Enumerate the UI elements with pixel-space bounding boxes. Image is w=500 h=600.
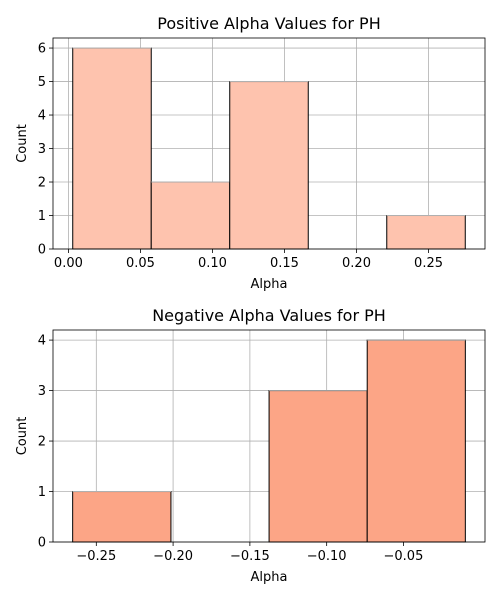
x-axis-label: Alpha bbox=[251, 570, 288, 585]
axes-frame bbox=[52, 37, 486, 250]
histogram-bar bbox=[268, 390, 368, 543]
y-axis-label: Count bbox=[15, 417, 30, 456]
histogram-bar bbox=[72, 47, 152, 250]
y-tick-label: 5 bbox=[38, 75, 46, 90]
x-tick-label: 0.05 bbox=[126, 256, 155, 271]
y-tick-label: 3 bbox=[38, 142, 46, 157]
x-tick-label: 0.10 bbox=[198, 256, 227, 271]
x-tick-label: −0.20 bbox=[153, 549, 193, 564]
histogram-bar bbox=[72, 491, 172, 543]
histogram-bar bbox=[150, 181, 231, 250]
x-tick-label: 0.00 bbox=[54, 256, 83, 271]
x-tick-label: 0.25 bbox=[414, 256, 443, 271]
chart-title: Negative Alpha Values for PH bbox=[152, 306, 386, 325]
x-tick-label: 0.15 bbox=[270, 256, 299, 271]
x-tick-label: −0.10 bbox=[307, 549, 347, 564]
y-tick-label: 4 bbox=[38, 334, 46, 349]
positive-alpha-histogram: 0.00 0.05 0.10 0.15 0.20 0.25 0 1 2 3 4 5 6 Alpha Coun… bbox=[15, 14, 486, 292]
histogram-bar bbox=[386, 215, 466, 250]
x-tick-label: 0.20 bbox=[342, 256, 371, 271]
y-tick-label: 4 bbox=[38, 109, 46, 124]
x-axis-label: Alpha bbox=[251, 277, 288, 292]
y-tick-label: 1 bbox=[38, 209, 46, 224]
y-tick-label: 6 bbox=[38, 42, 46, 57]
y-tick-label: 2 bbox=[38, 176, 46, 191]
histogram-bar bbox=[229, 81, 309, 250]
y-tick-label: 0 bbox=[38, 243, 46, 258]
y-tick-label: 1 bbox=[38, 485, 46, 500]
axes-frame bbox=[52, 329, 486, 543]
chart-title: Positive Alpha Values for PH bbox=[157, 14, 380, 33]
y-tick-label: 3 bbox=[38, 384, 46, 399]
y-axis-label: Count bbox=[15, 124, 30, 163]
y-tick-label: 2 bbox=[38, 435, 46, 450]
x-tick-label: −0.05 bbox=[384, 549, 424, 564]
x-tick-label: −0.15 bbox=[230, 549, 270, 564]
x-tick-label: −0.25 bbox=[76, 549, 116, 564]
y-tick-label: 0 bbox=[38, 536, 46, 551]
histogram-bar bbox=[366, 339, 466, 543]
negative-alpha-histogram: −0.25 −0.20 −0.15 −0.10 −0.05 0 1 2 3 4 Alpha Count… bbox=[15, 306, 486, 585]
